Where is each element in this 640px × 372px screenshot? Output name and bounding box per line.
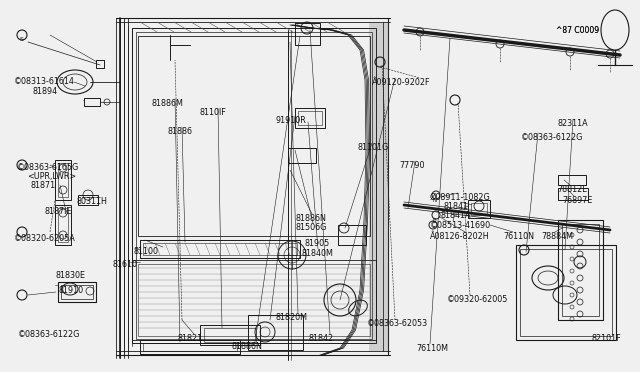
Text: ^87 C0009: ^87 C0009	[556, 26, 599, 35]
Bar	[132, 260, 376, 340]
Bar	[96, 60, 104, 68]
Bar	[248, 315, 303, 350]
Text: ©08363-6122G: ©08363-6122G	[521, 133, 584, 142]
Text: 81101G: 81101G	[358, 143, 389, 152]
Text: 81886: 81886	[167, 127, 192, 136]
Bar	[140, 240, 300, 258]
Bar	[143, 243, 297, 255]
Text: ©09320-62005: ©09320-62005	[447, 295, 508, 304]
Text: N: N	[433, 198, 437, 203]
Bar	[558, 220, 603, 320]
Bar	[520, 249, 612, 336]
Bar	[132, 28, 376, 343]
Text: 81100: 81100	[134, 247, 159, 256]
Text: 81886N: 81886N	[296, 214, 327, 223]
Text: 76110N: 76110N	[503, 232, 534, 241]
Bar	[55, 205, 71, 245]
Bar	[295, 23, 320, 45]
Bar	[204, 328, 256, 342]
Text: 81871: 81871	[30, 181, 55, 190]
Text: 76110M: 76110M	[416, 344, 448, 353]
Text: 81894: 81894	[32, 87, 57, 96]
Text: S: S	[20, 37, 24, 42]
Text: 76897E: 76897E	[562, 196, 593, 205]
Text: 81820M: 81820M	[276, 313, 308, 322]
Text: ©08513-41690: ©08513-41690	[430, 221, 491, 230]
Bar	[140, 340, 240, 354]
Text: 81905: 81905	[305, 239, 330, 248]
Bar	[468, 200, 490, 218]
Bar	[295, 108, 325, 128]
Text: B: B	[433, 218, 436, 223]
Text: 8187IE: 8187IE	[44, 207, 72, 216]
Text: 81830E: 81830E	[55, 271, 85, 280]
Text: 81842: 81842	[309, 334, 334, 343]
Text: 81841: 81841	[444, 202, 469, 211]
Text: ©08363-6165G: ©08363-6165G	[17, 163, 79, 172]
Text: 81610: 81610	[112, 260, 137, 269]
Bar	[558, 188, 588, 200]
Text: 78812E: 78812E	[557, 185, 588, 194]
Text: 81841A: 81841A	[441, 211, 472, 220]
Text: 77790: 77790	[399, 161, 424, 170]
Bar	[558, 175, 586, 185]
Bar	[58, 282, 96, 302]
Bar	[562, 224, 599, 316]
Bar	[61, 285, 93, 299]
Text: 82311A: 82311A	[558, 119, 589, 128]
Text: Â08126-8202H: Â08126-8202H	[430, 232, 490, 241]
Text: 8110lF: 8110lF	[199, 108, 226, 117]
Bar	[298, 111, 322, 125]
Text: 91910R: 91910R	[276, 116, 307, 125]
Bar	[55, 160, 71, 200]
Text: 81886M: 81886M	[152, 99, 184, 108]
Text: ©08363-6122G: ©08363-6122G	[18, 330, 81, 339]
Bar	[84, 98, 100, 106]
Text: ^87 C0009: ^87 C0009	[556, 26, 599, 35]
Text: ©08363-62053: ©08363-62053	[367, 319, 428, 328]
Text: 81910: 81910	[58, 286, 83, 295]
Bar	[200, 325, 260, 345]
Bar	[338, 225, 366, 245]
Text: 78884M: 78884M	[541, 232, 573, 241]
Text: 81840M: 81840M	[302, 249, 334, 258]
Text: 81886N: 81886N	[232, 342, 263, 351]
Bar	[516, 245, 616, 340]
Text: 80311H: 80311H	[76, 197, 107, 206]
Text: <UPR,LWR>: <UPR,LWR>	[27, 172, 76, 181]
Text: ©08320-6205A: ©08320-6205A	[14, 234, 76, 243]
Bar	[78, 195, 98, 205]
Text: Ø08911-1082G: Ø08911-1082G	[430, 193, 491, 202]
Bar	[136, 32, 372, 339]
Bar	[138, 264, 370, 336]
Bar	[138, 36, 370, 236]
Bar	[58, 208, 68, 242]
Text: 82101F: 82101F	[592, 334, 621, 343]
Text: ©08313-61614: ©08313-61614	[14, 77, 75, 86]
Text: 81506G: 81506G	[296, 223, 328, 232]
Bar	[471, 203, 487, 215]
Bar	[288, 148, 316, 163]
Text: Â09120-9202F: Â09120-9202F	[372, 78, 431, 87]
Bar	[58, 163, 68, 197]
Text: 81821: 81821	[178, 334, 203, 343]
Bar	[143, 343, 237, 351]
